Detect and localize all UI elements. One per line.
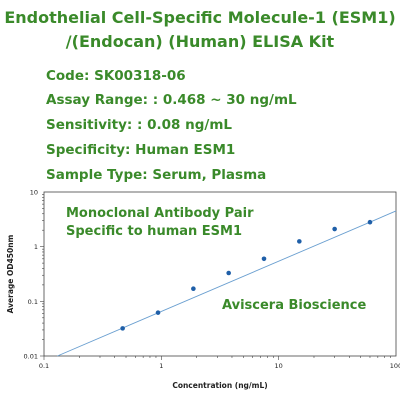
data-point xyxy=(367,219,373,225)
y-axis-label: Average OD450nm xyxy=(6,234,15,313)
x-tick-label: 100 xyxy=(390,362,400,370)
product-code: Code: SK00318-06 xyxy=(46,68,186,84)
data-point xyxy=(155,310,161,315)
plot-area-frame xyxy=(43,191,397,357)
y-tick-label: 10 xyxy=(30,189,38,197)
x-tick-label: 1 xyxy=(159,362,163,370)
y-tick-label: 1 xyxy=(34,243,38,251)
sensitivity: Sensitivity: : 0.08 ng/mL xyxy=(46,117,232,133)
data-point xyxy=(191,286,196,292)
data-point xyxy=(297,239,302,244)
data-point xyxy=(332,226,337,232)
x-tick-label: 0.1 xyxy=(39,362,49,370)
data-point xyxy=(261,256,267,262)
annotation-specific: Specific to human ESM1 xyxy=(66,224,242,239)
sample-type: Sample Type: Serum, Plasma xyxy=(46,167,267,183)
data-point xyxy=(120,326,125,331)
page-title-line-1: Endothelial Cell-Specific Molecule-1 (ES… xyxy=(4,8,396,27)
assay-range: Assay Range: : 0.468 ~ 30 ng/mL xyxy=(46,92,297,108)
specificity: Specificity: Human ESM1 xyxy=(46,142,236,158)
y-tick-label: 0.01 xyxy=(24,353,38,361)
y-tick-label: 0.1 xyxy=(28,298,38,306)
annotation-company: Aviscera Bioscience xyxy=(222,298,366,313)
data-point xyxy=(226,270,231,276)
annotation-antibody-pair: Monoclonal Antibody Pair xyxy=(66,206,254,221)
x-axis-label: Concentration (ng/mL) xyxy=(172,381,267,390)
page-title-line-2: /(Endocan) (Human) ELISA Kit xyxy=(65,32,335,51)
x-tick-label: 10 xyxy=(275,362,283,370)
fit-line xyxy=(57,210,397,357)
